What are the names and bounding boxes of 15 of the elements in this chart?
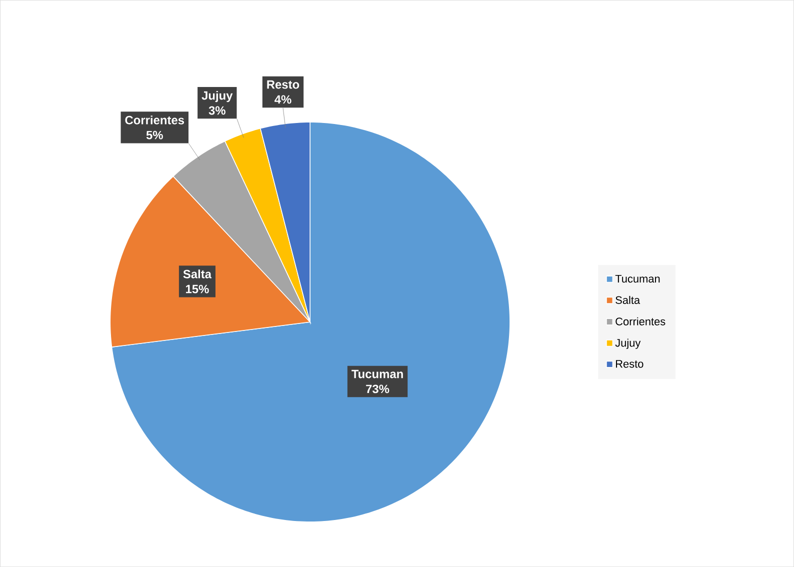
slice-label: Tucuman xyxy=(352,370,403,378)
slice-label: Jujuy xyxy=(202,90,233,102)
legend-label: Salta xyxy=(616,296,640,304)
legend-label: Jujuy xyxy=(615,338,641,349)
data-label: 3% xyxy=(208,106,226,115)
slice-label: Resto xyxy=(267,80,300,89)
data-label: 5% xyxy=(146,130,163,140)
data-label: 15% xyxy=(186,284,209,294)
slice-label: Salta xyxy=(183,270,212,278)
legend-label: Tucuman xyxy=(615,274,660,283)
data-label: 4% xyxy=(274,95,292,104)
data-label: 73% xyxy=(366,384,390,394)
legend-label: Corrientes xyxy=(616,317,666,326)
legend-label: Resto xyxy=(616,360,644,368)
slice-label: Corrientes xyxy=(125,116,184,124)
